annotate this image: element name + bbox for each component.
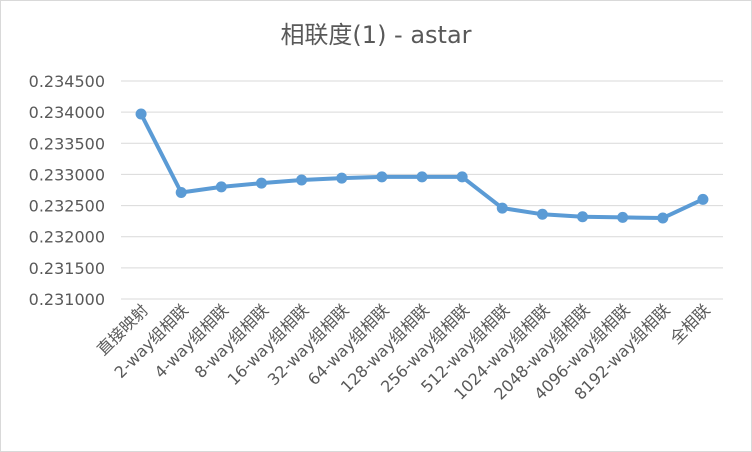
series-line-path — [139, 113, 704, 221]
data-point — [536, 208, 548, 220]
data-point — [496, 202, 508, 214]
data-point — [657, 212, 669, 224]
data-point — [215, 181, 227, 193]
data-point — [697, 193, 709, 205]
y-tick-label: 0.231000 — [29, 290, 105, 309]
y-axis-ticks: 0.231000 0.231500 0.232000 0.232500 0.233000… — [29, 72, 105, 309]
data-point — [135, 108, 147, 120]
y-tick-label: 0.232000 — [29, 228, 105, 247]
data-point — [255, 177, 267, 189]
data-point — [175, 186, 187, 198]
y-tick-label: 0.234000 — [29, 103, 105, 122]
data-point — [376, 171, 388, 183]
series-line — [139, 113, 704, 221]
x-axis-ticks: 直接映射2-way组相联4-way组相联8-way组相联16-way组相联32-… — [93, 300, 714, 403]
data-point — [416, 171, 428, 183]
data-point — [577, 211, 589, 223]
data-point — [296, 174, 308, 186]
x-tick-label: 全相联 — [666, 300, 713, 347]
y-tick-label: 0.232500 — [29, 197, 105, 216]
y-tick-label: 0.233000 — [29, 165, 105, 184]
chart-title: 相联度(1) - astar — [280, 21, 472, 49]
data-point — [456, 171, 468, 183]
y-tick-label: 0.233500 — [29, 134, 105, 153]
data-point — [617, 211, 629, 223]
y-tick-label: 0.231500 — [29, 259, 105, 278]
gridlines — [121, 80, 723, 300]
data-point — [336, 172, 348, 184]
y-tick-label: 0.234500 — [29, 72, 105, 91]
series-points — [135, 108, 709, 224]
